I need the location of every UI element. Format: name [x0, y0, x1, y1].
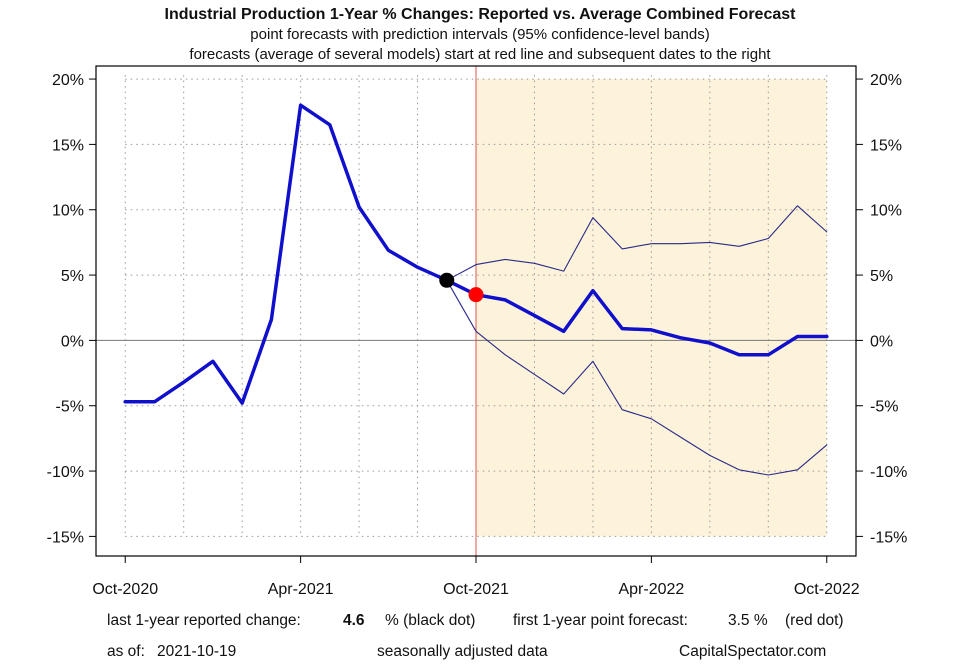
x-tick-label: Apr-2021	[268, 581, 334, 598]
y-tick-label-left: 15%	[52, 137, 84, 154]
y-tick-label-right: 10%	[870, 203, 902, 220]
y-axis-ticks: 20% 20% 15% 15% 10% 10% 5% 5% 0% 0% -5% -5% -10% -10%…	[47, 72, 908, 546]
chart-subtitle-line-1: point forecasts with prediction interval…	[250, 26, 709, 43]
y-tick-label-left: 5%	[61, 268, 84, 285]
y-tick-label-left: -10%	[47, 464, 84, 481]
markers	[439, 272, 484, 303]
footer-source: CapitalSpectator.com	[679, 643, 826, 660]
y-tick-label-left: 10%	[52, 203, 84, 220]
x-tick-label: Oct-2020	[92, 581, 158, 598]
marker-first-forecast	[468, 287, 484, 303]
y-tick-label-left: 0%	[61, 333, 84, 350]
series-line-forecast	[445, 278, 829, 357]
y-tick-label-right: -5%	[870, 399, 898, 416]
y-tick-label-right: 0%	[870, 333, 893, 350]
footer-as-of-value: 2021-10-19	[157, 643, 236, 660]
y-tick-label-right: 5%	[870, 268, 893, 285]
chart-subtitle-line-2: forecasts (average of several models) st…	[189, 46, 771, 63]
series-lines	[123, 103, 829, 476]
y-tick-label-left: -15%	[47, 529, 84, 546]
x-tick-label: Oct-2022	[794, 581, 860, 598]
footer-last-change-suffix: % (black dot)	[385, 612, 475, 629]
reference-lines	[96, 66, 856, 556]
y-tick-label-left: 20%	[52, 72, 84, 89]
footer-first-forecast-label: first 1-year point forecast:	[513, 612, 688, 629]
y-tick-label-right: -10%	[870, 464, 907, 481]
y-tick-label-right: 15%	[870, 137, 902, 154]
footer-last-change-label: last 1-year reported change:	[107, 612, 301, 629]
x-tick-label: Oct-2021	[443, 581, 509, 598]
y-tick-label-right: -15%	[870, 529, 907, 546]
grid	[124, 75, 828, 537]
footer-adjustment-note: seasonally adjusted data	[377, 643, 548, 660]
y-tick-label-left: -5%	[56, 399, 84, 416]
footer-first-forecast-value: 3.5 %	[728, 612, 768, 629]
footer-first-forecast-suffix: (red dot)	[785, 612, 844, 629]
chart-title: Industrial Production 1-Year % Changes: …	[165, 6, 797, 23]
marker-last-reported	[439, 272, 455, 288]
y-tick-label-right: 20%	[870, 72, 902, 89]
x-axis-ticks: Oct-2020 Apr-2021 Oct-2021 Apr-2022 Oct-2022	[92, 556, 860, 598]
series-line-upper-95	[446, 205, 828, 281]
x-tick-label: Apr-2022	[618, 581, 684, 598]
series-line-reported	[123, 103, 449, 405]
footer-last-change-value: 4.6	[343, 612, 365, 629]
footer-as-of-label: as of:	[107, 643, 145, 660]
series-line-lower-95	[446, 279, 828, 476]
